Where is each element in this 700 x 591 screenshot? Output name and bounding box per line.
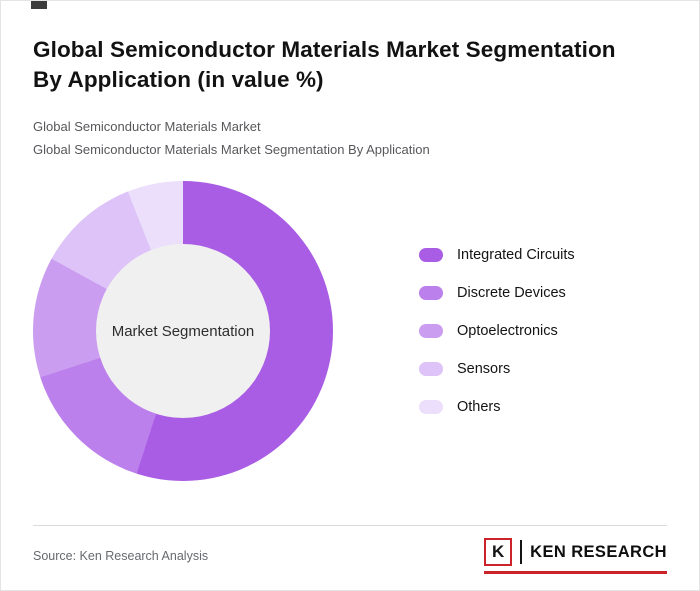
- donut-chart-wrapper: Market Segmentation: [33, 181, 333, 482]
- page-title: Global Semiconductor Materials Market Se…: [33, 35, 667, 96]
- top-edge-artifact: [31, 1, 47, 9]
- footer: Source: Ken Research Analysis K KEN RESE…: [33, 525, 667, 574]
- legend-item: Integrated Circuits: [419, 243, 575, 268]
- legend-label: Discrete Devices: [457, 285, 566, 302]
- legend-swatch: [419, 248, 443, 263]
- content-area: Global Semiconductor Materials Market Se…: [1, 1, 699, 482]
- chart-area: Market Segmentation Integrated Circuits …: [33, 181, 667, 482]
- legend-swatch: [419, 324, 443, 339]
- legend-label: Sensors: [457, 361, 511, 378]
- legend-item: Optoelectronics: [419, 319, 575, 344]
- legend-item: Sensors: [419, 357, 575, 382]
- logo-wordmark: KEN RESEARCH: [530, 542, 667, 561]
- donut-hole: Market Segmentation: [96, 244, 270, 419]
- chart-subtitle-1: Global Semiconductor Materials Market: [33, 118, 261, 134]
- logo-k-letter: K: [492, 542, 505, 561]
- logo-separator: [520, 540, 523, 564]
- legend-swatch: [419, 286, 443, 301]
- page-title-line1: Global Semiconductor Materials Market Se…: [33, 37, 616, 62]
- source-note: Source: Ken Research Analysis: [33, 549, 209, 563]
- page-title-line2: By Application (in value %): [33, 67, 324, 93]
- logo-k-mark-icon: K: [484, 538, 513, 566]
- legend-swatch: [419, 400, 443, 415]
- chart-subtitle-2: Global Semiconductor Materials Market Se…: [33, 141, 430, 157]
- legend-item: Others: [419, 395, 575, 420]
- ken-research-logo: K KEN RESEARCH: [484, 538, 667, 574]
- legend-item: Discrete Devices: [419, 281, 575, 306]
- legend-label: Others: [457, 399, 501, 416]
- donut-center-label: Market Segmentation: [111, 322, 255, 340]
- chart-legend: Integrated Circuits Discrete Devices Opt…: [419, 230, 575, 433]
- legend-swatch: [419, 362, 443, 377]
- legend-label: Integrated Circuits: [457, 247, 575, 264]
- legend-label: Optoelectronics: [457, 323, 558, 340]
